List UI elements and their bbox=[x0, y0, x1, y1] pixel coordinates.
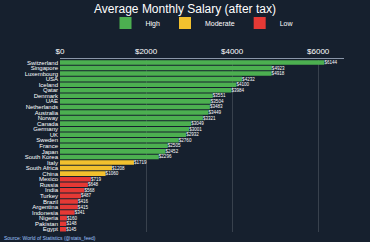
svg-text:Egypt: Egypt bbox=[43, 226, 59, 232]
svg-text:$2760: $2760 bbox=[179, 138, 192, 143]
svg-text:$2505: $2505 bbox=[168, 143, 181, 148]
svg-text:Moderate: Moderate bbox=[205, 20, 235, 27]
svg-text:$648: $648 bbox=[88, 182, 99, 187]
svg-text:$145: $145 bbox=[66, 227, 77, 232]
svg-text:$0: $0 bbox=[56, 47, 65, 56]
svg-text:Switzerland: Switzerland bbox=[27, 60, 58, 66]
svg-text:$341: $341 bbox=[75, 210, 86, 215]
svg-text:$568: $568 bbox=[84, 188, 95, 193]
svg-text:$487: $487 bbox=[81, 193, 92, 198]
svg-text:$3504: $3504 bbox=[211, 99, 224, 104]
svg-text:Turkey: Turkey bbox=[40, 193, 58, 199]
svg-text:Argentina: Argentina bbox=[32, 204, 58, 210]
svg-text:$4923: $4923 bbox=[272, 66, 285, 71]
svg-text:Low: Low bbox=[280, 20, 294, 27]
svg-text:South Africa: South Africa bbox=[26, 165, 59, 171]
svg-text:$2296: $2296 bbox=[159, 154, 172, 159]
svg-text:$415: $415 bbox=[78, 205, 89, 210]
svg-text:$1719: $1719 bbox=[134, 160, 147, 165]
svg-text:Italy: Italy bbox=[47, 160, 58, 166]
svg-text:Indonesia: Indonesia bbox=[32, 210, 59, 216]
svg-text:Denmark: Denmark bbox=[34, 93, 59, 99]
svg-text:Mexico: Mexico bbox=[39, 176, 59, 182]
svg-text:$160: $160 bbox=[67, 216, 78, 221]
svg-text:$3483: $3483 bbox=[210, 104, 223, 109]
svg-text:$4100: $4100 bbox=[236, 82, 249, 87]
svg-text:$3049: $3049 bbox=[191, 121, 204, 126]
svg-text:Russia: Russia bbox=[40, 182, 59, 188]
svg-text:Netherlands: Netherlands bbox=[26, 104, 58, 110]
svg-text:$6144: $6144 bbox=[324, 60, 337, 65]
svg-text:Iceland: Iceland bbox=[39, 82, 58, 88]
svg-text:Nigeria: Nigeria bbox=[39, 215, 59, 221]
svg-text:UK: UK bbox=[50, 132, 58, 138]
svg-text:$4918: $4918 bbox=[272, 71, 285, 76]
svg-text:Norway: Norway bbox=[38, 115, 58, 121]
svg-text:Brazil: Brazil bbox=[43, 199, 58, 205]
svg-text:$3984: $3984 bbox=[231, 88, 244, 93]
svg-text:Average Monthly Salary (after: Average Monthly Salary (after tax) bbox=[94, 2, 276, 16]
svg-text:$148: $148 bbox=[66, 221, 77, 226]
svg-text:$719: $719 bbox=[91, 177, 102, 182]
svg-text:India: India bbox=[45, 187, 59, 193]
svg-text:South Korea: South Korea bbox=[25, 154, 59, 160]
svg-text:$3321: $3321 bbox=[203, 116, 216, 121]
svg-text:$2932: $2932 bbox=[186, 132, 199, 137]
svg-text:Germany: Germany bbox=[33, 126, 58, 132]
svg-text:$3449: $3449 bbox=[208, 110, 221, 115]
svg-text:Source: World of Statistics (@: Source: World of Statistics (@stats_feed… bbox=[4, 235, 96, 241]
svg-text:Pakistan: Pakistan bbox=[35, 221, 58, 227]
svg-text:UAE: UAE bbox=[46, 98, 58, 104]
svg-text:Sweden: Sweden bbox=[36, 137, 58, 143]
svg-text:China: China bbox=[42, 171, 58, 177]
svg-text:$3551: $3551 bbox=[213, 93, 226, 98]
svg-text:$6000: $6000 bbox=[307, 47, 330, 56]
svg-text:$4000: $4000 bbox=[221, 47, 244, 56]
svg-text:Luxembourg: Luxembourg bbox=[25, 71, 58, 77]
svg-text:$2452: $2452 bbox=[166, 149, 179, 154]
svg-text:High: High bbox=[146, 20, 161, 28]
svg-text:$416: $416 bbox=[78, 199, 89, 204]
svg-text:$4232: $4232 bbox=[242, 77, 255, 82]
svg-text:USA: USA bbox=[46, 76, 58, 82]
svg-text:France: France bbox=[39, 143, 58, 149]
svg-text:$2000: $2000 bbox=[135, 47, 158, 56]
svg-text:$1060: $1060 bbox=[106, 171, 119, 176]
svg-text:Canada: Canada bbox=[37, 121, 59, 127]
svg-text:Australia: Australia bbox=[35, 110, 59, 116]
svg-text:Japan: Japan bbox=[42, 149, 58, 155]
svg-text:Qatar: Qatar bbox=[43, 87, 58, 93]
svg-text:$3001: $3001 bbox=[189, 127, 202, 132]
svg-text:Singapore: Singapore bbox=[31, 65, 59, 71]
svg-text:$1208: $1208 bbox=[112, 166, 125, 171]
